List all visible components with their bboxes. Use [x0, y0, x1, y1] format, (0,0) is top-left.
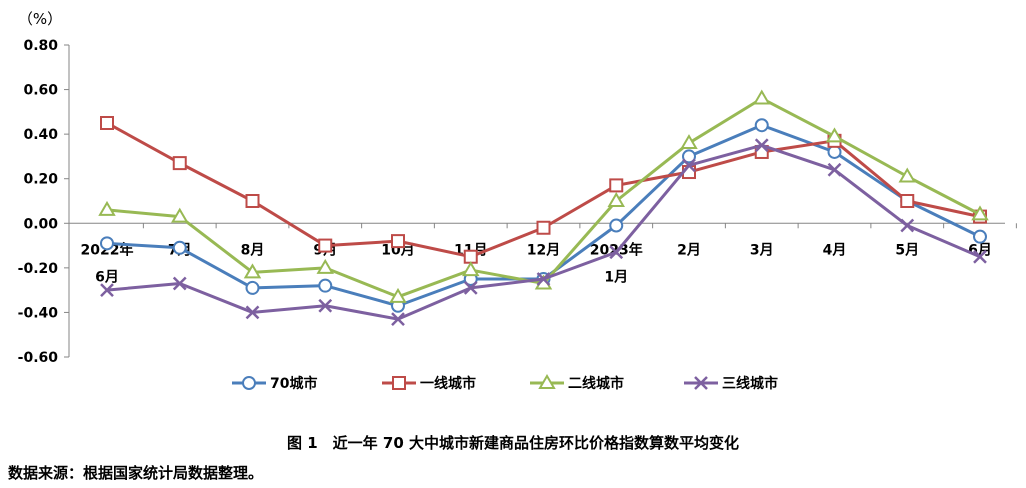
data-point [682, 158, 696, 173]
series-2 [100, 116, 987, 264]
data-point [609, 178, 624, 193]
data-point [172, 276, 187, 291]
x-category-label: 12月 [527, 242, 560, 258]
data-point [316, 258, 334, 274]
legend-marker [694, 376, 708, 390]
x-category-label: 2023年 1月 [590, 241, 643, 285]
data-point [463, 249, 478, 264]
data-point [391, 234, 405, 249]
y-tick-label: 0.00 [23, 216, 58, 232]
data-point [462, 261, 480, 277]
y-tick-label: 0.60 [23, 83, 58, 99]
data-point [463, 281, 478, 295]
data-point [754, 118, 769, 133]
legend-marker [538, 374, 556, 389]
data-point [536, 272, 551, 286]
legend-label: 70城市 [270, 375, 317, 392]
x-category-label: 8月 [241, 242, 265, 258]
data-point [172, 156, 187, 171]
data-point [171, 207, 189, 223]
data-point [900, 218, 915, 233]
data-point [973, 229, 987, 244]
data-point [100, 236, 114, 251]
data-point [827, 162, 842, 177]
data-point [753, 89, 771, 105]
data-source-note: 数据来源：根据国家统计局数据整理。 [8, 464, 264, 482]
data-point [245, 280, 260, 295]
data-point [609, 218, 624, 233]
legend-item: 70城市 [232, 375, 317, 392]
data-point [98, 200, 116, 216]
legend-label: 二线城市 [568, 375, 624, 392]
x-category-label: 5月 [895, 242, 919, 258]
data-point [680, 134, 698, 150]
legend-marker [242, 376, 256, 390]
legend-item: 二线城市 [530, 374, 624, 392]
y-tick-label: -0.40 [18, 305, 59, 321]
legend: 70城市 一线城市 二线城市 三线城市 [232, 374, 778, 392]
series-line [106, 96, 981, 299]
data-point [825, 127, 844, 143]
y-tick-label: -0.20 [18, 261, 59, 277]
data-point [318, 238, 333, 253]
line-chart: （%） 0.800.600.400.200.00-0.20-0.40-0.60 … [18, 10, 1017, 392]
x-category-label: 3月 [750, 242, 774, 258]
y-tick-label: 0.40 [23, 127, 58, 143]
data-point [245, 194, 260, 208]
data-point [172, 240, 187, 255]
data-point [898, 167, 916, 183]
legend-marker [392, 376, 406, 390]
series-4 [100, 138, 987, 326]
data-point [536, 220, 551, 235]
data-point [682, 149, 696, 164]
data-point [971, 205, 989, 221]
legend-label: 三线城市 [722, 375, 778, 392]
unit-label: （%） [18, 10, 62, 28]
data-point [754, 138, 769, 153]
x-category-label: 2月 [677, 242, 701, 258]
data-point [100, 116, 114, 130]
series-3 [98, 89, 989, 303]
data-point [609, 245, 624, 260]
data-point [607, 192, 625, 207]
figure-caption: 图 1 近一年 70 大中城市新建商品住房环比价格指数算数平均变化 [287, 434, 739, 452]
data-point [973, 249, 987, 264]
y-tick-label: 0.80 [23, 38, 58, 54]
data-point [389, 287, 407, 303]
legend-item: 三线城市 [684, 375, 778, 392]
y-tick-label: 0.20 [23, 172, 58, 188]
x-category-label: 10月 [381, 242, 414, 258]
data-point [243, 263, 262, 279]
data-point [245, 305, 260, 320]
legend-item: 一线城市 [382, 375, 476, 392]
y-tick-label: -0.60 [18, 350, 59, 366]
data-point [318, 278, 333, 293]
y-tick-group: 0.80 0.60 0.40 0.20 0.00 -0.20 -0.40 -0.60 [18, 38, 69, 366]
series-group [98, 89, 989, 326]
x-category-label: 4月 [823, 242, 847, 258]
data-point [100, 283, 114, 298]
data-point [318, 298, 333, 313]
data-point [391, 312, 405, 326]
data-point [900, 194, 915, 208]
legend-label: 一线城市 [420, 375, 476, 392]
